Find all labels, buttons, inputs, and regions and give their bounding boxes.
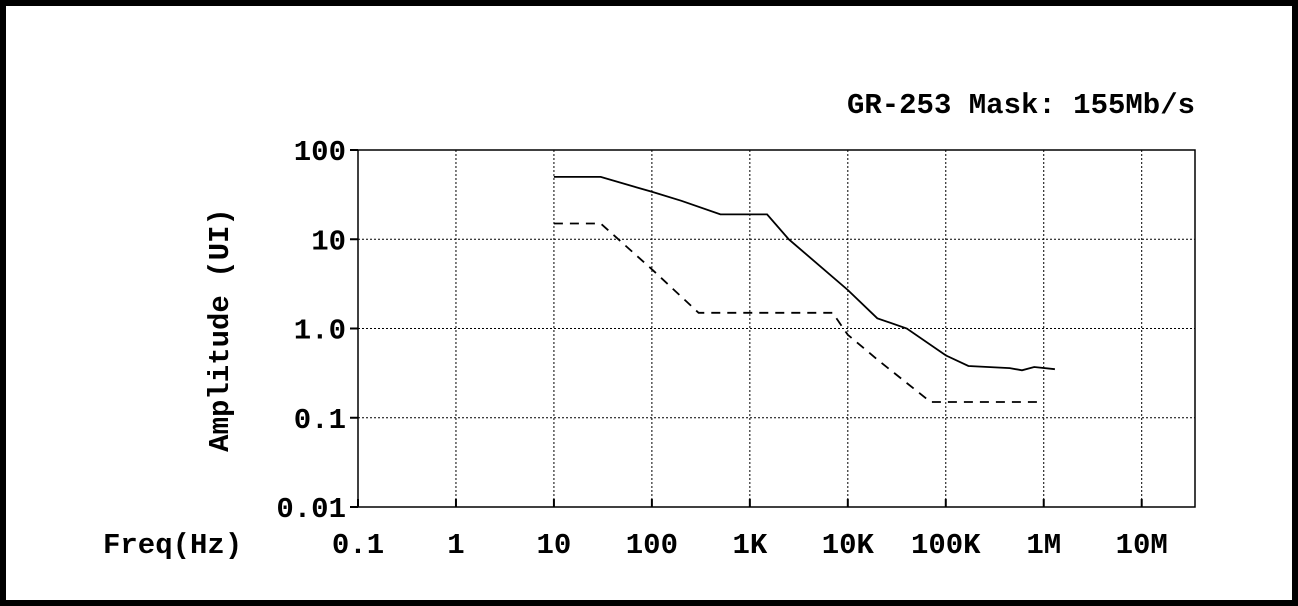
series-line	[553, 222, 1044, 403]
chart-title: GR-253 Mask: 155Mb/s	[847, 89, 1195, 122]
x-tick-label: 1	[447, 529, 464, 562]
x-tick-label: 10M	[1116, 529, 1168, 562]
y-tick-label: 100	[294, 136, 346, 169]
y-tick-label: 0.01	[276, 493, 346, 526]
y-axis-label: Amplitude (UI)	[204, 208, 237, 452]
y-tick-label: 0.1	[294, 404, 346, 437]
y-tick-label: 10	[311, 225, 346, 258]
x-tick-label: 1K	[732, 529, 767, 562]
series-line	[553, 176, 1055, 372]
x-tick-label: 10K	[822, 529, 875, 562]
x-tick-label: 0.1	[332, 529, 384, 562]
x-tick-label: 1M	[1026, 529, 1061, 562]
x-tick-label: 100K	[911, 529, 981, 562]
x-tick-label: 100	[626, 529, 678, 562]
y-tick-label: 1.0	[294, 315, 346, 348]
x-axis-label: Freq(Hz)	[103, 529, 242, 562]
x-tick-label: 10	[537, 529, 572, 562]
